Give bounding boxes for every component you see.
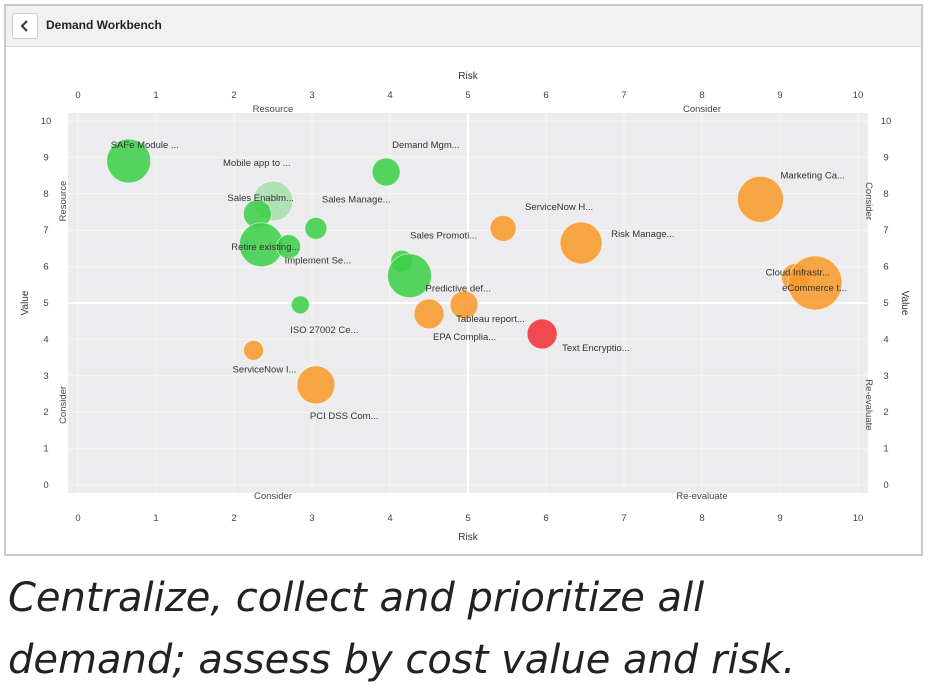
bubble-point [243,339,264,361]
bubble-label: ServiceNow H... [525,202,593,213]
bubble-point [526,318,558,350]
x-tick-label-top: 8 [699,90,704,101]
bubble-label: Demand Mgm... [392,140,460,151]
y-axis-title-left: Value [20,290,31,315]
bubble-point [387,253,432,299]
x-tick-label-top: 2 [231,90,236,101]
bubble-label: PCI DSS Com... [310,411,379,422]
y-tick-label-right: 4 [883,334,888,345]
y-tick-label-right: 3 [883,371,888,382]
bubble-point [371,157,401,187]
quadrant-label-left-lower: Consider [58,386,69,424]
y-tick-label-right: 7 [883,225,888,236]
x-tick-label-top: 6 [543,90,548,101]
y-tick-label-left: 3 [43,371,48,382]
bubble-point [449,290,479,320]
y-tick-label-right: 6 [883,262,888,273]
x-tick-label-top: 3 [309,90,314,101]
caption-line-1: Centralize, collect and prioritize all [8,575,705,621]
y-tick-label-right: 9 [883,152,888,163]
y-tick-label-right: 5 [883,298,888,309]
bubble-point [413,298,445,330]
x-tick-label-bottom: 7 [621,513,626,524]
bubble-label: EPA Complia... [433,332,496,343]
x-tick-label-bottom: 10 [853,513,864,524]
bubble-point [559,221,603,265]
bubble-point [106,138,152,184]
quadrant-label-bottom-left: Consider [254,491,292,502]
workbench-panel: Demand Workbench Risk Risk Value Value 0 0 1 1 2… [4,4,923,556]
workbench-header: Demand Workbench [6,6,921,47]
bubble-point [290,295,310,315]
x-axis-title-bottom: Risk [458,532,478,543]
x-tick-label-bottom: 9 [777,513,782,524]
x-tick-label-top: 7 [621,90,626,101]
x-tick-label-bottom: 4 [387,513,392,524]
x-tick-label-top: 0 [75,90,80,101]
bubble-point [787,255,843,311]
y-tick-label-right: 10 [881,116,892,127]
bubble-point [296,365,336,405]
caption-line-2: demand; assess by cost value and risk. [8,637,796,683]
y-tick-label-right: 0 [883,480,888,491]
x-tick-label-bottom: 0 [75,513,80,524]
x-tick-label-bottom: 8 [699,513,704,524]
y-tick-label-left: 0 [43,480,48,491]
bubble-label: Predictive def... [426,284,491,295]
x-tick-label-bottom: 1 [153,513,158,524]
quadrant-label-right-lower: Re-evaluate [863,379,874,430]
y-tick-label-right: 2 [883,407,888,418]
y-tick-label-left: 10 [41,116,52,127]
bubble-point [489,214,517,242]
quadrant-label-left-upper: Resource [58,181,69,222]
chevron-left-icon [20,20,30,32]
bubble-point [304,216,328,240]
y-tick-label-left: 9 [43,152,48,163]
x-tick-label-bottom: 2 [231,513,236,524]
bubble-label: eCommerce t... [782,283,847,294]
x-tick-label-top: 9 [777,90,782,101]
bubble-label: Retire existing... [231,242,299,253]
quadrant-label-top-left: Resource [253,104,294,115]
bubble-label: Tableau report... [456,314,525,325]
y-tick-label-right: 1 [883,444,888,455]
page-title: Demand Workbench [46,18,162,32]
y-tick-label-left: 2 [43,407,48,418]
bubble-label: Sales Enablm... [227,193,294,204]
y-tick-label-left: 6 [43,262,48,273]
y-tick-label-left: 8 [43,189,48,200]
x-axis-title-top: Risk [458,71,478,82]
bubble-label: Sales Promoti... [410,230,477,241]
bubble-point [737,175,784,223]
y-tick-label-left: 1 [43,444,48,455]
bubble-label: Implement Se... [285,256,352,267]
quadrant-label-top-right: Consider [683,104,721,115]
quadrant-label-bottom-right: Re-evaluate [676,491,727,502]
bubble-label: Risk Manage... [611,229,674,240]
y-tick-label-left: 5 [43,298,48,309]
x-tick-label-top: 10 [853,90,864,101]
y-tick-label-left: 4 [43,334,48,345]
bubble-label: Cloud Infrastr... [766,268,830,279]
bubble-label: ISO 27002 Ce... [290,325,358,336]
x-tick-label-bottom: 5 [465,513,470,524]
y-tick-label-right: 8 [883,189,888,200]
x-tick-label-top: 4 [387,90,392,101]
x-tick-label-top: 1 [153,90,158,101]
bubble-label: ServiceNow I... [233,364,297,375]
bubble-label: Mobile app to ... [223,158,291,169]
x-tick-label-bottom: 3 [309,513,314,524]
bubble-label: Text Encryptio... [562,343,630,354]
x-tick-label-bottom: 6 [543,513,548,524]
bubble-label: Sales Manage... [322,194,391,205]
quadrant-label-right-upper: Consider [863,182,874,220]
y-tick-label-left: 7 [43,225,48,236]
bubble-label: Marketing Ca... [781,170,845,181]
bubble-point [276,234,302,260]
bubble-label: SAFe Module ... [111,140,179,151]
back-button[interactable] [12,13,38,39]
y-axis-title-right: Value [899,291,910,316]
x-tick-label-top: 5 [465,90,470,101]
